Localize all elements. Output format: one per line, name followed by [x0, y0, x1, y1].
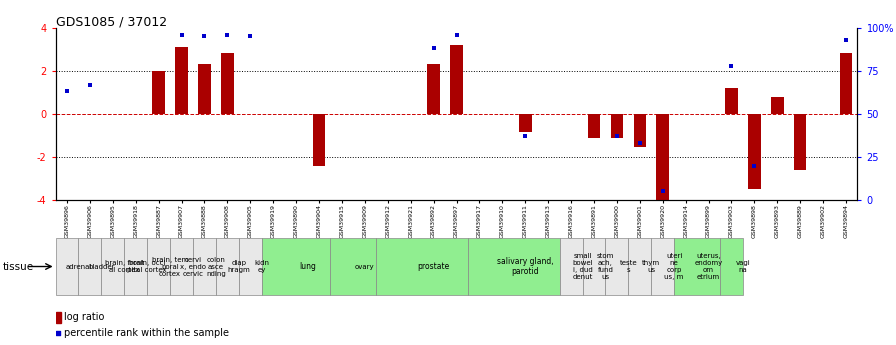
Text: uteri
ne
corp
us, m: uteri ne corp us, m: [665, 253, 684, 280]
Text: adrenal: adrenal: [65, 264, 91, 269]
Bar: [450, 45, 463, 114]
Text: uterus,
endomy
om
etrium: uterus, endomy om etrium: [694, 253, 723, 280]
Text: salivary gland,
parotid: salivary gland, parotid: [497, 257, 554, 276]
Bar: [331, 237, 376, 295]
Bar: [560, 237, 582, 295]
Bar: [582, 237, 606, 295]
Text: tissue: tissue: [3, 263, 34, 272]
Text: vagi
na: vagi na: [736, 260, 750, 273]
Bar: [221, 53, 234, 114]
Point: [82, 82, 97, 87]
Point: [724, 63, 738, 68]
Text: brain, occi
pital cortex: brain, occi pital cortex: [127, 260, 167, 273]
Bar: [125, 237, 147, 295]
Bar: [239, 237, 262, 295]
Text: brain, front
al cortex: brain, front al cortex: [105, 260, 144, 273]
Bar: [794, 114, 806, 170]
Text: teste
s: teste s: [619, 260, 637, 273]
Text: percentile rank within the sample: percentile rank within the sample: [64, 328, 228, 338]
Text: lung: lung: [299, 262, 316, 271]
Bar: [427, 64, 440, 114]
Bar: [588, 114, 600, 138]
Bar: [748, 114, 761, 189]
Text: diap
hragm: diap hragm: [228, 260, 250, 273]
Point: [243, 33, 257, 39]
Bar: [79, 237, 101, 295]
Bar: [376, 237, 468, 295]
Point: [747, 163, 762, 168]
Point: [656, 189, 670, 194]
Bar: [468, 237, 560, 295]
Bar: [198, 64, 211, 114]
Point: [839, 37, 853, 42]
Text: small
bowel
i, dud
denut: small bowel i, dud denut: [573, 253, 593, 280]
Point: [51, 330, 65, 336]
Point: [197, 33, 211, 39]
Bar: [56, 237, 79, 295]
Bar: [610, 114, 624, 138]
Point: [426, 46, 441, 51]
Text: cervi
x, endo
cervic: cervi x, endo cervic: [180, 257, 206, 276]
Point: [610, 134, 625, 139]
Bar: [313, 114, 325, 166]
Text: colon
asce
nding: colon asce nding: [206, 257, 226, 276]
Point: [633, 140, 647, 146]
Bar: [152, 71, 165, 114]
Text: thym
us: thym us: [642, 260, 660, 273]
Text: brain, tem
poral
cortex: brain, tem poral cortex: [152, 257, 188, 276]
Bar: [633, 114, 646, 147]
Point: [60, 89, 74, 94]
Bar: [519, 114, 531, 132]
Bar: [657, 114, 669, 202]
Bar: [628, 237, 651, 295]
Bar: [216, 237, 239, 295]
Bar: [606, 237, 628, 295]
Point: [450, 32, 464, 37]
Bar: [725, 88, 737, 114]
Bar: [56, 312, 61, 323]
Bar: [771, 97, 784, 114]
Text: GDS1085 / 37012: GDS1085 / 37012: [56, 16, 167, 29]
Bar: [176, 47, 188, 114]
Bar: [170, 237, 193, 295]
Point: [175, 32, 189, 37]
Point: [518, 134, 532, 139]
Text: ovary: ovary: [355, 264, 375, 269]
Point: [220, 32, 235, 37]
Text: kidn
ey: kidn ey: [254, 260, 270, 273]
Bar: [147, 237, 170, 295]
Bar: [101, 237, 125, 295]
Bar: [720, 237, 743, 295]
Bar: [840, 53, 852, 114]
Text: bladder: bladder: [88, 264, 115, 269]
Text: prostate: prostate: [418, 262, 450, 271]
Text: stom
ach,
fund
us: stom ach, fund us: [597, 253, 614, 280]
Bar: [674, 237, 720, 295]
Bar: [651, 237, 674, 295]
Bar: [193, 237, 216, 295]
Text: log ratio: log ratio: [64, 312, 104, 322]
Bar: [262, 237, 331, 295]
